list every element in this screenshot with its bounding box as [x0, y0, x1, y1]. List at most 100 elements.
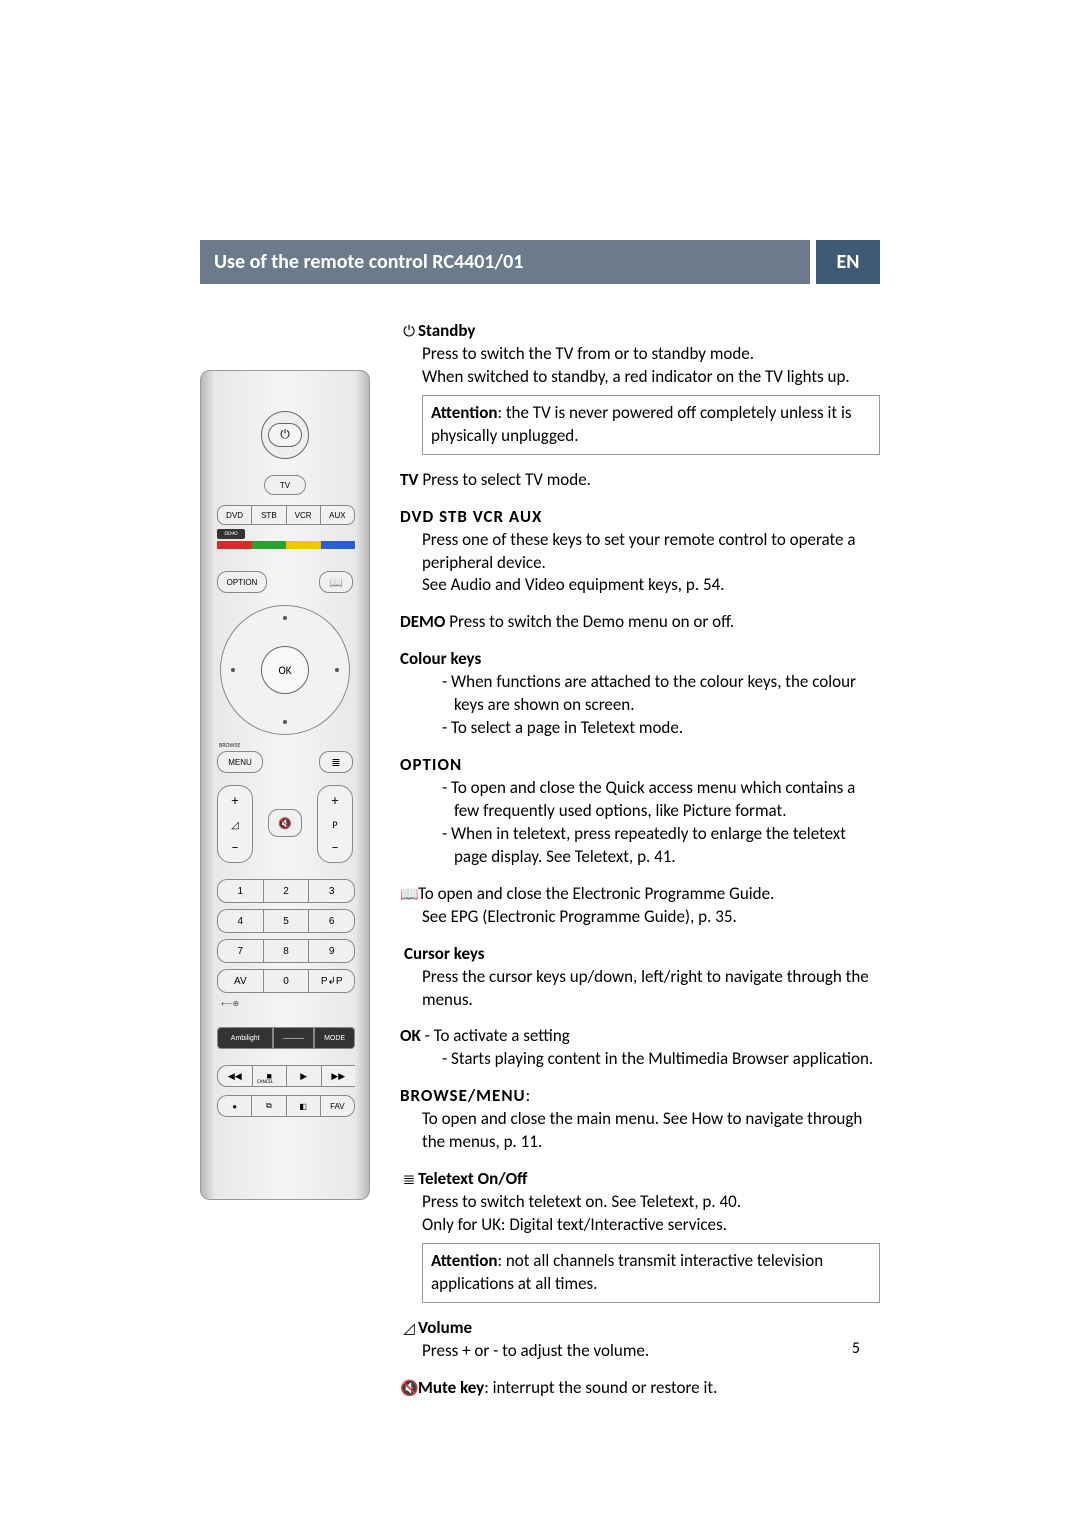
- sources-line1: Press one of these keys to set your remo…: [422, 529, 880, 575]
- mode-button: MODE: [314, 1027, 355, 1049]
- cursor-heading: Cursor keys: [404, 943, 485, 964]
- colour-heading: Colour keys: [400, 648, 481, 669]
- teletext-note: Attention: not all channels transmit int…: [422, 1243, 880, 1303]
- cursor-text: Press the cursor keys up/down, left/righ…: [422, 966, 880, 1012]
- cursor-up: [283, 616, 287, 620]
- mute-label: Mute key: [418, 1377, 484, 1398]
- cursor-pad: OK: [220, 605, 350, 735]
- mute-text: : interrupt the sound or restore it.: [484, 1377, 717, 1398]
- key-pp: P↲P: [308, 969, 355, 993]
- browse-text: To open and close the main menu. See How…: [422, 1108, 880, 1154]
- aux-button: AUX: [320, 505, 355, 525]
- standby-button: ⏻: [261, 411, 309, 459]
- source-select-icon: ⟵⊕: [221, 999, 239, 1009]
- teletext-button: ≣: [319, 751, 353, 773]
- vcr-button: VCR: [286, 505, 320, 525]
- page-number: 5: [852, 1339, 860, 1358]
- ambilight-button: Ambilight: [217, 1027, 273, 1049]
- teletext-line2: Only for UK: Digital text/Interactive se…: [422, 1214, 880, 1237]
- attention-label: Attention: [431, 402, 497, 423]
- option-button: OPTION: [217, 571, 267, 593]
- ok-b1: - Starts playing content in the Multimed…: [442, 1048, 880, 1071]
- ok-dash: - To activate a setting: [421, 1025, 570, 1046]
- power-icon: ⏻: [268, 423, 302, 447]
- cursor-right: [335, 668, 339, 672]
- page-title: Use of the remote control RC4401/01: [200, 240, 810, 284]
- browse-heading: BROWSE/MENU: [400, 1085, 526, 1106]
- ffwd-button: ▶▶: [321, 1065, 356, 1087]
- sources-line2: See Audio and Video equipment keys, p. 5…: [422, 574, 880, 597]
- extra-row: ● ⧉ ◧ FAV: [217, 1095, 355, 1117]
- key-8: 8: [263, 939, 309, 963]
- section-teletext: ≣Teletext On/Off Press to switch teletex…: [400, 1168, 880, 1303]
- remote-column: ⏻ TV DVD STB VCR AUX DEMO OPTION 📖: [200, 320, 370, 1200]
- key-4: 4: [217, 909, 263, 933]
- section-tv: TV Press to select TV mode.: [400, 469, 880, 492]
- mute-icon: 🔇: [400, 1379, 418, 1399]
- volume-icon: ◿: [231, 818, 239, 831]
- demo-text: Press to switch the Demo menu on or off.: [445, 611, 734, 632]
- blue-key: [321, 541, 356, 549]
- section-sources: DVD STB VCR AUX Press one of these keys …: [400, 506, 880, 598]
- yellow-key: [286, 541, 321, 549]
- key-9: 9: [308, 939, 355, 963]
- prog-plus: +: [332, 792, 339, 809]
- option-heading: OPTION: [400, 754, 462, 775]
- remote-illustration: ⏻ TV DVD STB VCR AUX DEMO OPTION 📖: [200, 370, 370, 1200]
- section-option: OPTION - To open and close the Quick acc…: [400, 754, 880, 869]
- key-7: 7: [217, 939, 263, 963]
- standby-line1: Press to switch the TV from or to standb…: [422, 343, 880, 366]
- rewind-button: ◀◀: [217, 1065, 252, 1087]
- volume-text: Press + or - to adjust the volume.: [422, 1340, 880, 1363]
- volume-heading: Volume: [418, 1317, 472, 1338]
- tv-button: TV: [264, 475, 306, 495]
- standby-line2: When switched to standby, a red indicato…: [422, 366, 880, 389]
- green-key: [252, 541, 287, 549]
- key-1: 1: [217, 879, 263, 903]
- key-2: 2: [263, 879, 309, 903]
- format-button: ◧: [286, 1095, 320, 1117]
- ok-button: OK: [261, 646, 309, 694]
- option-b1: - To open and close the Quick access men…: [442, 777, 880, 823]
- ambilight-row: Ambilight ——— MODE: [217, 1027, 355, 1049]
- key-6: 6: [308, 909, 355, 933]
- epg-line2: See EPG (Electronic Programme Guide), p.…: [422, 906, 880, 929]
- section-standby: ⏻Standby Press to switch the TV from or …: [400, 320, 880, 455]
- prog-minus: −: [332, 839, 339, 856]
- vol-plus: +: [232, 792, 239, 809]
- colour-keys: [217, 541, 355, 549]
- cancel-label: CANCEL: [257, 1079, 273, 1085]
- standby-note: Attention: the TV is never powered off c…: [422, 395, 880, 455]
- source-row: DVD STB VCR AUX: [217, 505, 355, 525]
- section-cursor: Cursor keys Press the cursor keys up/dow…: [400, 943, 880, 1012]
- header-row: Use of the remote control RC4401/01 EN: [200, 240, 880, 284]
- sources-heading: DVD STB VCR AUX: [400, 506, 542, 527]
- volume-rocker: + ◿ −: [217, 785, 253, 863]
- section-volume: ◿Volume Press + or - to adjust the volum…: [400, 1317, 880, 1363]
- manual-page: Use of the remote control RC4401/01 EN ⏻…: [200, 240, 880, 1414]
- browse-label: BROWSE: [219, 741, 240, 749]
- key-av: AV: [217, 969, 263, 993]
- key-0: 0: [263, 969, 309, 993]
- content-row: ⏻ TV DVD STB VCR AUX DEMO OPTION 📖: [200, 320, 880, 1414]
- number-pad: 123 456 789 AV0P↲P: [217, 879, 355, 999]
- description-column: ⏻Standby Press to switch the TV from or …: [400, 320, 880, 1414]
- book-icon: 📖: [400, 885, 418, 905]
- colour-b2: - To select a page in Teletext mode.: [442, 717, 880, 740]
- volume-icon: ◿: [400, 1319, 418, 1339]
- prog-label: P: [332, 818, 337, 831]
- ambilight-mid: ———: [273, 1027, 314, 1049]
- section-demo: DEMO Press to switch the Demo menu on or…: [400, 611, 880, 634]
- section-colour: Colour keys - When functions are attache…: [400, 648, 880, 740]
- record-button: ●: [217, 1095, 251, 1117]
- section-ok: OK - To activate a setting - Starts play…: [400, 1025, 880, 1071]
- teletext-heading: Teletext On/Off: [418, 1168, 527, 1189]
- standby-heading: Standby: [418, 320, 475, 341]
- transport-row: ◀◀ ■ ▶ ▶▶ CANCEL: [217, 1065, 355, 1087]
- fav-button: FAV: [320, 1095, 355, 1117]
- demo-label: DEMO: [217, 529, 245, 539]
- language-badge: EN: [816, 240, 880, 284]
- attention-label: Attention: [431, 1250, 497, 1271]
- section-mute: 🔇Mute key: interrupt the sound or restor…: [400, 1377, 880, 1400]
- teletext-icon: ≣: [400, 1170, 418, 1190]
